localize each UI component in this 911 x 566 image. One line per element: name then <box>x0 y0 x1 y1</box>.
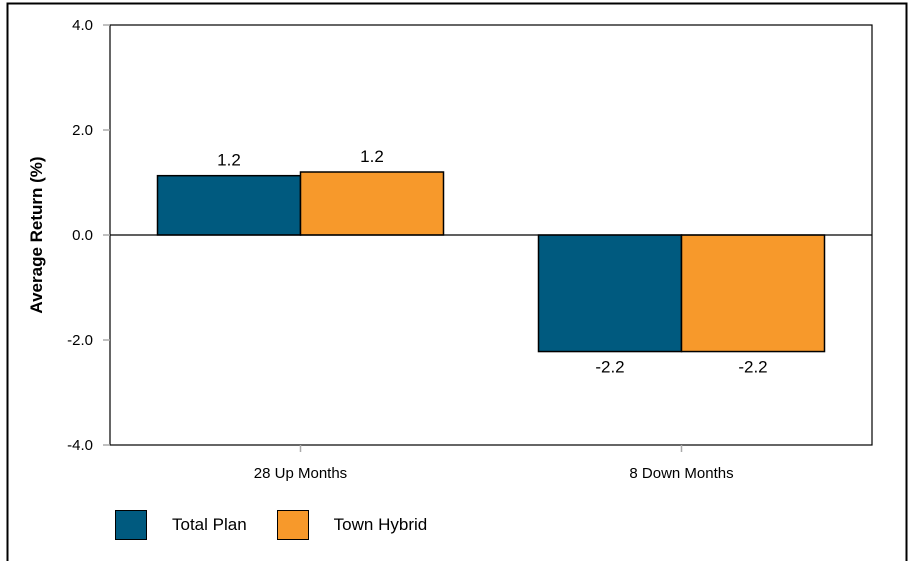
bar <box>537 234 683 353</box>
data-label: -2.2 <box>738 358 767 377</box>
legend-label-town-hybrid: Town Hybrid <box>333 515 428 534</box>
y-tick-label: -4.0 <box>67 437 93 454</box>
legend-swatch-total-plan <box>115 510 147 540</box>
data-label: 1.2 <box>217 151 241 170</box>
y-tick-label: 0.0 <box>72 227 93 244</box>
outer-frame <box>6 2 908 566</box>
x-tick-label: 8 Down Months <box>629 465 733 482</box>
x-axis: 28 Up Months 8 Down Months <box>254 445 734 482</box>
legend-swatch-town-hybrid <box>276 510 309 540</box>
bars: 1.2 1.2 -2.2 -2.2 <box>156 147 826 377</box>
data-label: 1.2 <box>360 147 384 166</box>
bar <box>156 174 302 236</box>
bar <box>680 234 826 353</box>
y-tick-label: -2.0 <box>67 332 93 349</box>
y-tick-label: 4.0 <box>72 17 93 34</box>
data-label: -2.2 <box>595 358 624 377</box>
y-tick-label: 2.0 <box>72 122 93 139</box>
legend-item-town-hybrid: Town Hybrid <box>276 510 428 540</box>
legend: Total Plan Town Hybrid <box>115 508 457 542</box>
y-axis-label: Average Return (%) <box>27 156 46 313</box>
legend-label-total-plan: Total Plan <box>172 515 247 534</box>
legend-item-total-plan: Total Plan <box>115 510 247 540</box>
bar <box>299 171 445 236</box>
y-axis: 4.0 2.0 0.0 -2.0 -4.0 <box>67 17 110 454</box>
x-tick-label: 28 Up Months <box>254 465 347 482</box>
